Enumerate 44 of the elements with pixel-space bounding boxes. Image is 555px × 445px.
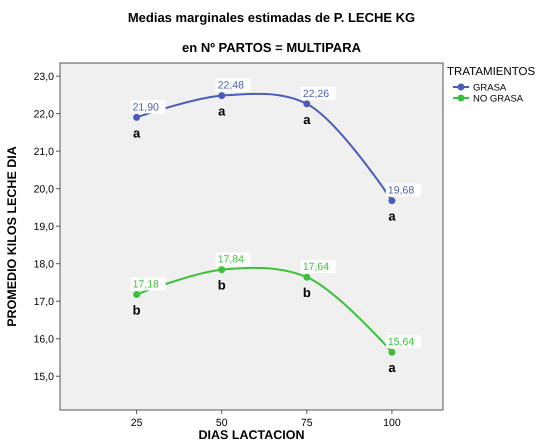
y-tick-label: 17,0 <box>34 296 54 308</box>
annotation: b <box>302 285 311 300</box>
annotation: b <box>218 278 226 293</box>
y-tick-label: 20,0 <box>34 184 54 196</box>
y-tick-label: 22,0 <box>34 108 54 121</box>
data-label: 17,18 <box>132 278 160 290</box>
legend-label: NO GRASA <box>473 94 524 104</box>
data-label: 17,84 <box>218 254 244 266</box>
point <box>388 348 396 356</box>
data-label: 21,90 <box>132 101 160 114</box>
annotation: a <box>132 125 141 140</box>
chart-title: Medias marginales estimadas de P. LECHE KG <box>128 10 416 25</box>
point <box>218 92 226 100</box>
point <box>133 114 140 121</box>
point <box>218 266 226 274</box>
y-tick-label: 15,0 <box>34 371 54 384</box>
point <box>303 100 310 108</box>
point <box>133 290 140 298</box>
chart-subtitle: en Nº PARTOS = MULTIPARA <box>182 40 362 55</box>
data-label: 17,64 <box>302 261 330 274</box>
data-label: 22,26 <box>302 88 330 100</box>
data-label: 15,64 <box>388 336 414 348</box>
annotation: a <box>303 112 312 127</box>
x-tick-label: 75 <box>300 417 313 429</box>
y-tick-label: 16,0 <box>34 334 54 346</box>
x-tick-label: 50 <box>216 417 228 429</box>
y-axis-title: PROMEDIO KILOS LECHE DIA <box>5 146 19 327</box>
legend-title: TRATAMIENTOS <box>447 66 536 78</box>
point <box>303 274 310 281</box>
annotation: a <box>218 104 226 119</box>
legend-label: GRASA <box>473 82 507 94</box>
x-axis-title: DIAS LACTACION <box>198 428 305 442</box>
annotation: a <box>388 208 396 224</box>
y-tick-label: 21,0 <box>34 146 54 158</box>
x-tick-label: 25 <box>130 417 143 429</box>
annotation: b <box>132 302 141 318</box>
point <box>388 197 396 204</box>
annotation: a <box>388 360 396 376</box>
y-tick-label: 23,0 <box>34 71 54 84</box>
data-label: 22,48 <box>218 80 244 92</box>
x-tick-label: 100 <box>383 417 401 429</box>
data-label: 19,68 <box>388 184 414 197</box>
y-tick-label: 19,0 <box>34 221 54 234</box>
y-tick-label: 18,0 <box>34 258 54 271</box>
